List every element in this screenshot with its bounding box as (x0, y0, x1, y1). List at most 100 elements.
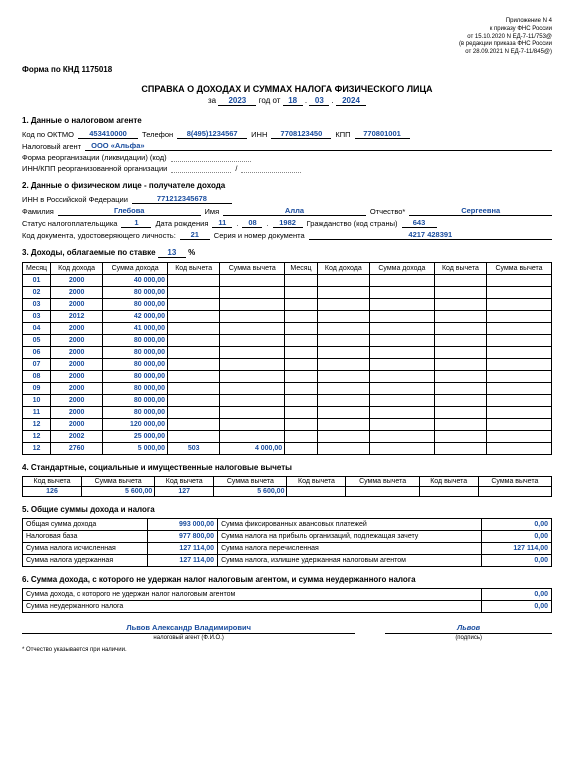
agent-value: ООО «Альфа» (85, 141, 552, 151)
income-col: Код вычета (168, 262, 220, 274)
income-cell (434, 310, 486, 322)
income-cell: 503 (168, 442, 220, 454)
pct: % (188, 248, 195, 257)
income-cell (487, 382, 552, 394)
income-cell (285, 334, 318, 346)
income-cell: 42 000,00 (103, 310, 168, 322)
section5-header: 5. Общие суммы дохода и налога (22, 505, 552, 514)
s6-r1-label: Сумма дохода, с которого не удержан нало… (23, 588, 482, 600)
signer-name: Львов Александр Владимирович (22, 623, 355, 634)
reorg-empty (171, 154, 251, 162)
income-cell (285, 286, 318, 298)
surname-value: Глебова (58, 206, 201, 216)
income-cell (168, 298, 220, 310)
income-cell: 2000 (51, 298, 103, 310)
income-cell (220, 418, 285, 430)
income-row: 122000120 000,00 (23, 418, 552, 430)
income-cell (285, 394, 318, 406)
income-cell: 03 (23, 310, 51, 322)
income-col: Месяц (285, 262, 318, 274)
income-cell (285, 322, 318, 334)
income-cell: 25 000,00 (103, 430, 168, 442)
income-cell (487, 274, 552, 286)
income-cell: 2000 (51, 394, 103, 406)
income-cell (369, 430, 434, 442)
totals-row: Сумма налога удержанная127 114,00Сумма н… (23, 554, 552, 566)
annex-line: (в редакции приказа ФНС России (22, 41, 552, 49)
income-cell (487, 430, 552, 442)
income-cell (369, 370, 434, 382)
income-cell (168, 430, 220, 442)
income-row: 10200080 000,00 (23, 394, 552, 406)
ded-cell (287, 486, 346, 496)
income-cell (487, 334, 552, 346)
income-cell (369, 442, 434, 454)
income-cell (434, 394, 486, 406)
totals-cell: Сумма налога на прибыль организаций, под… (218, 530, 482, 542)
income-cell (317, 394, 369, 406)
totals-cell: 993 000,00 (148, 518, 218, 530)
income-cell: 03 (23, 298, 51, 310)
s6-r2-value: 0,00 (482, 600, 552, 612)
signature-row: Львов Александр Владимирович налоговый а… (22, 623, 552, 641)
section6-header: 6. Сумма дохода, с которого не удержан н… (22, 575, 552, 584)
income-cell (434, 274, 486, 286)
income-cell: 4 000,00 (220, 442, 285, 454)
section4-header: 4. Стандартные, социальные и имущественн… (22, 463, 552, 472)
income-cell: 2002 (51, 430, 103, 442)
income-row: 06200080 000,00 (23, 346, 552, 358)
totals-cell: Сумма фиксированных авансовых платежей (218, 518, 482, 530)
income-cell (285, 346, 318, 358)
section2-header: 2. Данные о физическом лице - получателе… (22, 181, 552, 190)
income-cell (317, 298, 369, 310)
income-col: Сумма вычета (487, 262, 552, 274)
income-cell (285, 370, 318, 382)
income-cell (487, 370, 552, 382)
kpp-label: КПП (335, 130, 350, 139)
income-cell (285, 442, 318, 454)
income-cell (369, 322, 434, 334)
income-cell: 2000 (51, 370, 103, 382)
inn-label: ИНН (251, 130, 267, 139)
income-cell (168, 406, 220, 418)
income-col: Сумма вычета (220, 262, 285, 274)
deductions-table: Код вычетаСумма вычетаКод вычетаСумма вы… (22, 476, 552, 497)
totals-row: Общая сумма дохода993 000,00Сумма фиксир… (23, 518, 552, 530)
income-row: 04200041 000,00 (23, 322, 552, 334)
income-cell (369, 394, 434, 406)
income-cell (434, 418, 486, 430)
income-row: 03201242 000,00 (23, 310, 552, 322)
income-cell: 2000 (51, 382, 103, 394)
income-cell: 2000 (51, 286, 103, 298)
income-cell (168, 382, 220, 394)
income-cell: 80 000,00 (103, 334, 168, 346)
income-cell (434, 430, 486, 442)
tax-rate: 13 (158, 248, 186, 258)
income-cell (220, 322, 285, 334)
name-value: Алла (223, 206, 366, 216)
income-cell: 12 (23, 418, 51, 430)
s3-pre: 3. Доходы, облагаемые по ставке (22, 248, 156, 257)
ded-col: Код вычета (287, 476, 346, 486)
income-cell: 07 (23, 358, 51, 370)
income-cell (434, 334, 486, 346)
income-cell: 41 000,00 (103, 322, 168, 334)
income-cell: 5 000,00 (103, 442, 168, 454)
doc-period: за 2023 год от 18 . 03 . 2024 (22, 96, 552, 106)
income-cell: 05 (23, 334, 51, 346)
income-row: 09200080 000,00 (23, 382, 552, 394)
income-cell: 80 000,00 (103, 358, 168, 370)
income-cell (220, 382, 285, 394)
income-cell (434, 298, 486, 310)
income-cell: 08 (23, 370, 51, 382)
income-cell (220, 370, 285, 382)
income-cell (168, 346, 220, 358)
income-col: Код дохода (51, 262, 103, 274)
dob-year: 1982 (273, 218, 303, 228)
income-cell (487, 406, 552, 418)
signer-caption: налоговый агент (Ф.И.О.) (22, 635, 355, 641)
totals-table: Общая сумма дохода993 000,00Сумма фиксир… (22, 518, 552, 567)
income-cell (285, 382, 318, 394)
income-cell (220, 394, 285, 406)
income-cell (168, 418, 220, 430)
